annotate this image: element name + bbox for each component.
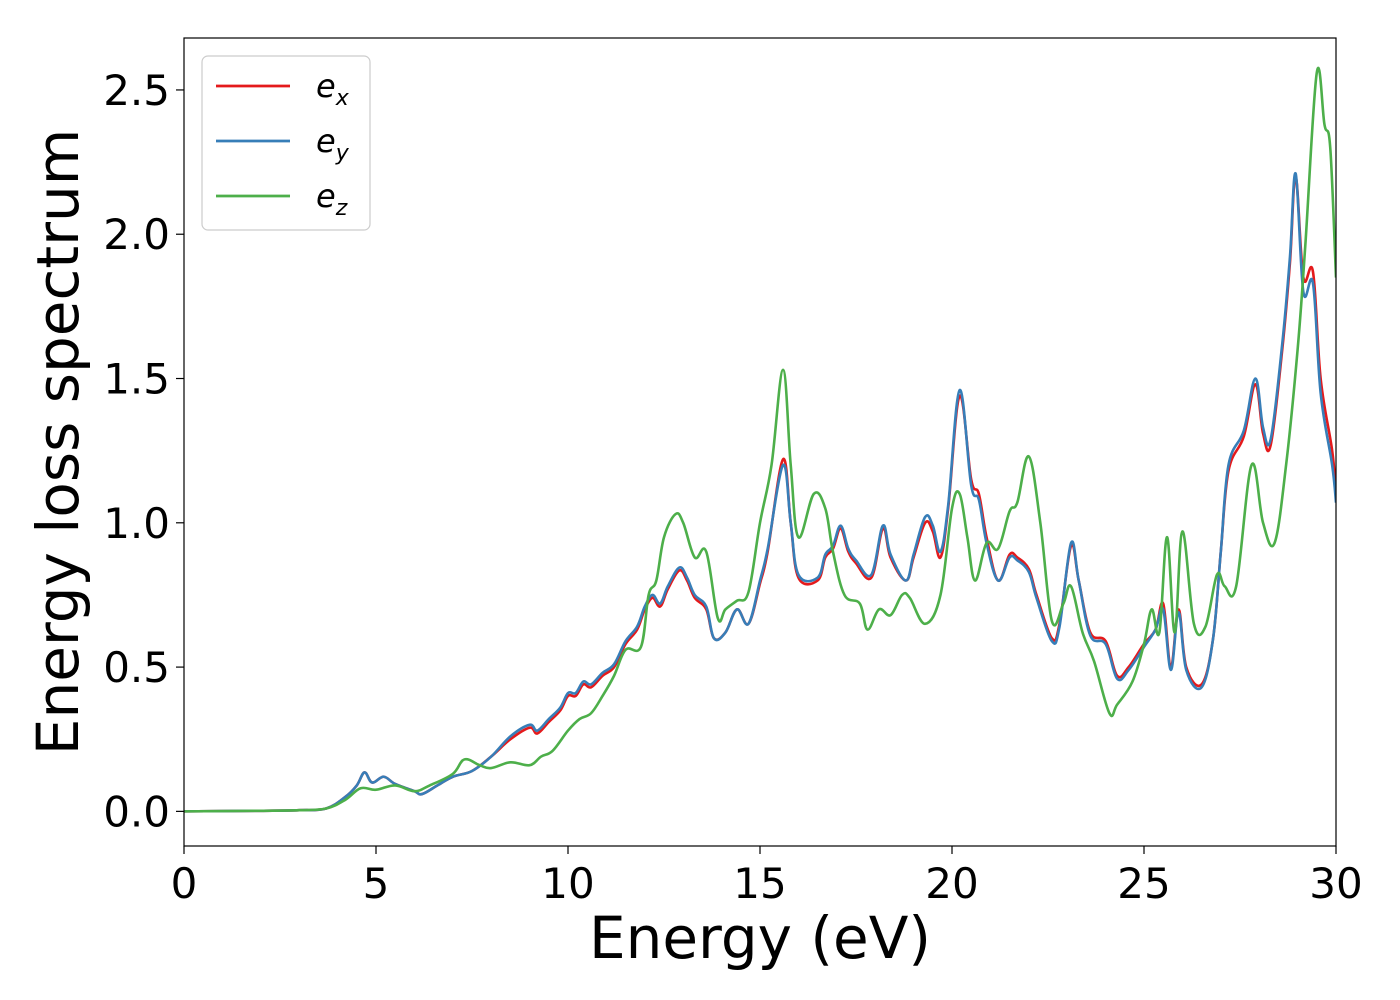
x-axis: 0 5 10 15 20 25 30 [171, 846, 1363, 908]
series-layer [184, 67, 1336, 813]
series-line-e-z [184, 67, 1336, 813]
legend-label-e-x: ex [316, 67, 350, 111]
x-tick-label: 10 [541, 859, 594, 908]
legend-label-base: e [316, 122, 336, 160]
legend-frame [201, 55, 371, 231]
y-tick-label: 0.5 [103, 643, 170, 692]
legend-label-e-y: ey [316, 122, 350, 166]
legend-label-base: e [316, 177, 336, 215]
y-tick-label: 2.5 [103, 66, 170, 115]
x-tick-label: 0 [171, 859, 198, 908]
y-tick-label: 2.0 [103, 210, 170, 259]
legend-label-e-z: ez [316, 177, 348, 221]
series-line-e-y [184, 172, 1336, 813]
legend-label-subscript: x [335, 86, 350, 111]
y-tick-label: 0.0 [103, 787, 170, 836]
y-axis-title: Energy loss spectrum [24, 129, 92, 755]
x-tick-label: 15 [733, 859, 786, 908]
x-tick-label: 20 [925, 859, 978, 908]
y-tick-label: 1.5 [103, 355, 170, 404]
legend-label-base: e [316, 67, 336, 105]
x-tick-label: 25 [1117, 859, 1170, 908]
series-line-e-x [184, 175, 1336, 813]
x-tick-label: 5 [363, 859, 390, 908]
legend-label-subscript: z [335, 196, 348, 221]
legend-label-subscript: y [335, 141, 350, 166]
x-tick-label: 30 [1309, 859, 1362, 908]
y-tick-label: 1.0 [103, 499, 170, 548]
x-axis-title: Energy (eV) [589, 904, 931, 972]
y-axis: 0.0 0.5 1.0 1.5 2.0 2.5 [103, 66, 184, 836]
